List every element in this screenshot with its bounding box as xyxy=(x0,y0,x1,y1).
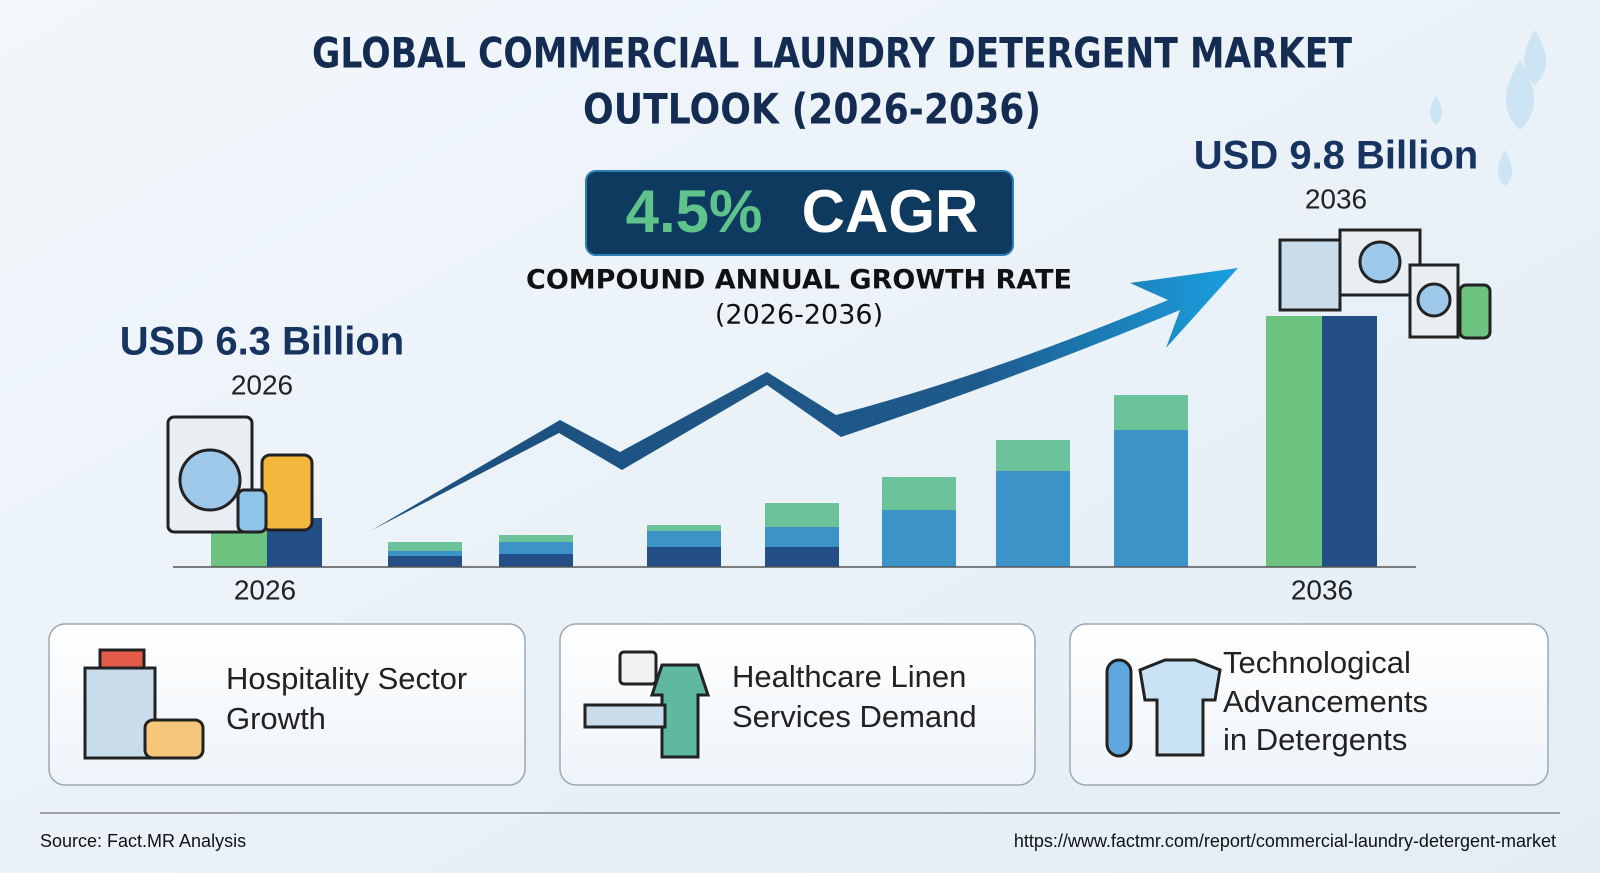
axis-label: 2026 xyxy=(234,574,296,605)
cagr-box xyxy=(585,170,1014,256)
factor-text: Growth xyxy=(226,701,326,736)
end-year: 2036 xyxy=(1305,183,1367,214)
water-drops xyxy=(1430,30,1546,186)
start-year: 2026 xyxy=(231,369,293,400)
factor-text: Services Demand xyxy=(732,699,977,734)
factor-card: Hospitality Sector Growth xyxy=(48,623,526,786)
start-amount: USD 6.3 Billion xyxy=(120,320,405,364)
cagr-caption: COMPOUND ANNUAL GROWTH RATE xyxy=(526,265,1072,296)
factor-card: Technological Advancements in Detergents xyxy=(1069,623,1549,786)
cagr-period: (2026-2036) xyxy=(715,300,883,331)
source: Source: Fact.MR Analysis xyxy=(40,831,246,851)
end-amount: USD 9.8 Billion xyxy=(1194,134,1479,178)
cagr-label: CAGR xyxy=(802,178,979,245)
factor-text: Advancements xyxy=(1223,684,1428,719)
growth-arrow xyxy=(372,268,1238,530)
washer-icon xyxy=(166,415,314,534)
factor-text: Healthcare Linen xyxy=(732,659,966,694)
factor-text: Technological xyxy=(1223,645,1411,680)
title-line: OUTLOOK (2026-2036) xyxy=(583,85,1041,134)
factor-text: Hospitality Sector xyxy=(226,661,467,696)
url: https://www.factmr.com/report/commercial… xyxy=(1014,831,1556,851)
axis-label: 2036 xyxy=(1291,574,1353,605)
factor-card: Healthcare Linen Services Demand xyxy=(559,623,1036,786)
laundry-icons xyxy=(1278,228,1492,340)
factor-text: in Detergents xyxy=(1223,722,1407,757)
title-line: GLOBAL COMMERCIAL LAUNDRY DETERGENT MARK… xyxy=(312,29,1352,78)
cagr-value: 4.5% xyxy=(626,178,763,245)
